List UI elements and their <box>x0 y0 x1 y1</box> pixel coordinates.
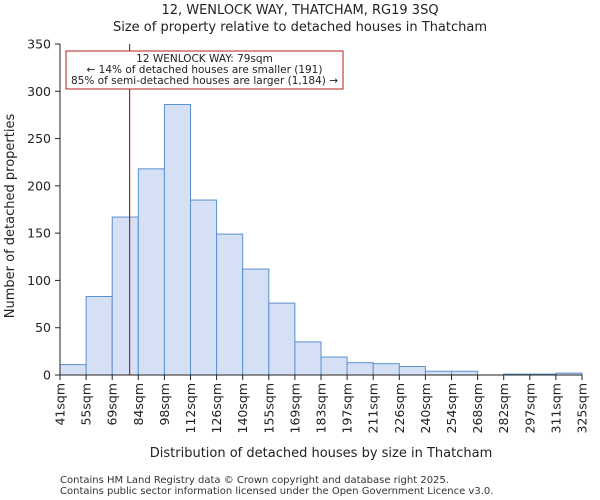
annotation-line-2: ← 14% of detached houses are smaller (19… <box>87 64 323 76</box>
bar-41sqm <box>59 364 87 376</box>
annotation-frame <box>65 50 344 90</box>
chart-title: 12, WENLOCK WAY, THATCHAM, RG19 3SQ <box>161 3 438 18</box>
bar-155sqm <box>268 302 296 376</box>
bar-126sqm <box>216 233 244 376</box>
y-tick-label: 150 <box>27 226 51 241</box>
x-tick-label: 169sqm <box>287 383 302 433</box>
x-tick-label: 183sqm <box>314 383 329 433</box>
x-tick-label: 240sqm <box>418 383 433 433</box>
x-tick-label: 41sqm <box>53 383 68 426</box>
bar-84sqm <box>137 168 165 376</box>
annotation-line-3: 85% of semi-detached houses are larger (… <box>71 75 338 87</box>
bar-183sqm <box>320 356 348 376</box>
x-tick-label: 325sqm <box>575 383 590 433</box>
y-tick-label: 250 <box>27 131 51 146</box>
x-tick-label: 297sqm <box>522 383 537 433</box>
y-tick-label: 50 <box>35 320 51 335</box>
y-tick-label: 350 <box>27 37 51 52</box>
footer-line-2: Contains public sector information licen… <box>60 486 493 497</box>
bar-226sqm <box>398 365 426 376</box>
x-tick-label: 311sqm <box>548 383 563 433</box>
x-tick-label: 268sqm <box>470 383 485 433</box>
bars-group <box>59 104 583 376</box>
x-tick-label: 84sqm <box>131 383 146 426</box>
bar-211sqm <box>372 363 400 376</box>
y-axis-ticks: 0 50 100 150 200 250 300 350 <box>27 37 60 383</box>
y-tick-label: 200 <box>27 178 51 193</box>
footer-line-1: Contains HM Land Registry data © Crown c… <box>60 475 449 486</box>
x-tick-label: 155sqm <box>261 383 276 433</box>
y-tick-label: 100 <box>27 273 51 288</box>
bar-140sqm <box>242 268 270 376</box>
x-tick-label: 98sqm <box>157 383 172 426</box>
x-axis-ticks: 41sqm 55sqm 69sqm 84sqm 98sqm 112sqm 126sqm 140… <box>53 375 590 433</box>
bar-55sqm <box>85 296 113 376</box>
x-tick-label: 211sqm <box>366 383 381 433</box>
bar-197sqm <box>346 362 374 376</box>
annotation-line-1: 12 WENLOCK WAY: 79sqm <box>136 53 273 65</box>
x-tick-label: 112sqm <box>183 383 198 433</box>
bar-69sqm <box>111 216 139 376</box>
x-tick-label: 282sqm <box>496 383 511 433</box>
x-tick-label: 226sqm <box>392 383 407 433</box>
x-tick-label: 126sqm <box>209 383 224 433</box>
bar-240sqm <box>424 370 452 376</box>
bar-254sqm <box>451 370 479 376</box>
bar-98sqm <box>163 104 191 376</box>
y-tick-label: 0 <box>43 368 51 383</box>
x-axis-label: Distribution of detached houses by size … <box>150 446 493 461</box>
y-tick-label: 300 <box>27 84 51 99</box>
x-tick-label: 254sqm <box>444 383 459 433</box>
y-axis-label: Number of detached properties <box>3 114 18 319</box>
annotation-box: 12 WENLOCK WAY: 79sqm ← 14% of detached … <box>65 50 344 90</box>
x-tick-label: 69sqm <box>105 383 120 426</box>
x-tick-label: 55sqm <box>79 383 94 426</box>
bar-112sqm <box>190 199 218 376</box>
x-tick-label: 140sqm <box>235 383 250 433</box>
x-tick-label: 197sqm <box>340 383 355 433</box>
bar-169sqm <box>294 341 322 376</box>
chart-subtitle: Size of property relative to detached ho… <box>113 20 487 35</box>
